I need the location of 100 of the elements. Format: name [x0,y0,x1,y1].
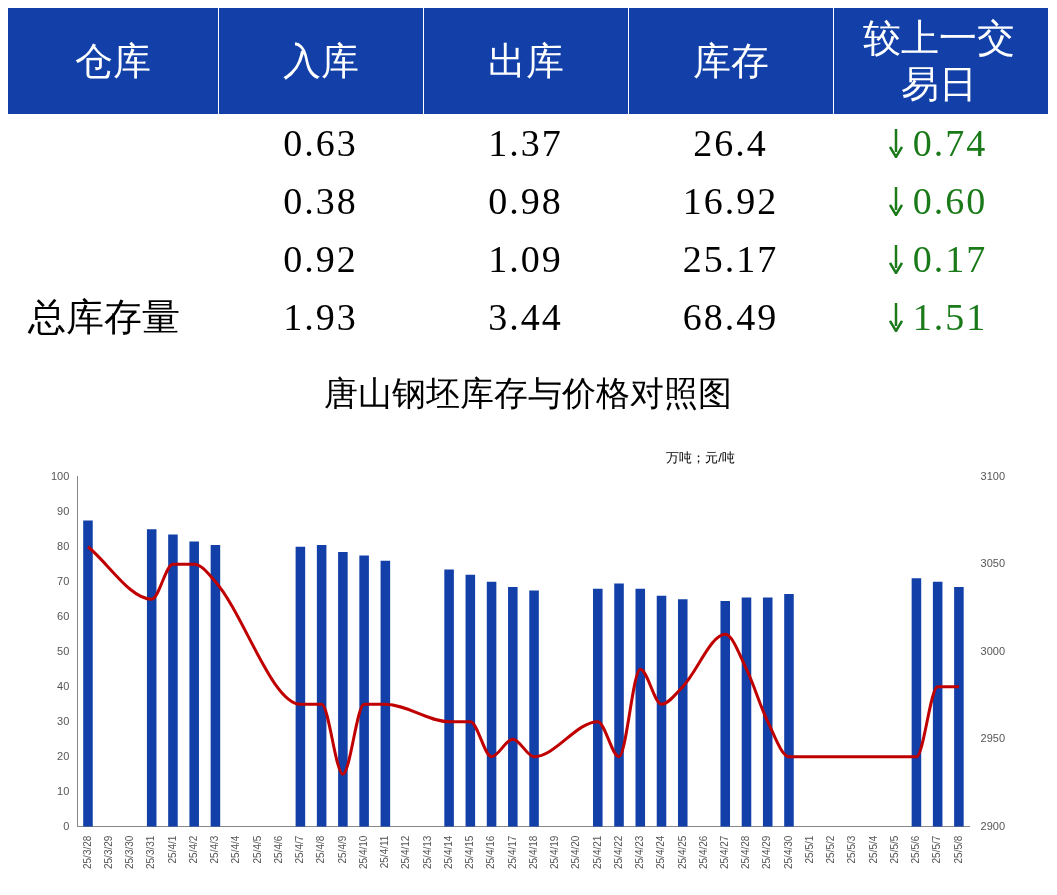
x-tick-label: 25/5/4 [867,835,879,864]
x-tick-label: 25/5/5 [888,835,900,864]
bar [465,574,476,827]
bar [784,594,794,827]
x-tick-label: 25/4/7 [294,835,306,864]
bar [380,560,391,827]
bar [444,569,454,827]
x-tick-label: 25/5/6 [910,835,922,864]
x-tick-label: 25/4/12 [400,835,412,870]
text: 26.4 [693,122,768,164]
x-tick-label: 25/4/18 [527,835,539,870]
text: 0.92 [283,238,358,280]
y-tick-label: 70 [57,574,70,587]
x-tick-label: 25/4/11 [379,835,391,869]
y-tick-label: 90 [57,504,70,517]
bar [338,552,348,827]
x-tick-label: 25/5/7 [931,835,943,864]
x-tick-label: 25/3/31 [145,835,157,870]
text: 1.51 [912,296,988,338]
x-tick-label: 25/4/29 [761,835,773,870]
text: 16.92 [682,180,779,222]
x-tick-label: 25/3/29 [102,835,114,870]
bar [486,581,497,827]
bar [614,583,624,827]
text: 0.98 [488,180,563,222]
line-series [86,545,961,776]
bar [359,555,369,827]
text: 68.49 [682,296,779,338]
y-tick-label: 80 [57,539,70,552]
bar [656,595,667,827]
bar [168,534,178,827]
y-tick-label: 30 [57,714,70,727]
x-tick-label: 25/4/24 [655,835,667,870]
x-tick-label: 25/4/23 [634,835,646,870]
x-tick-label: 25/4/26 [697,835,709,870]
bar [720,600,731,827]
bar [677,599,688,827]
y2-tick-label: 3000 [980,644,1006,657]
bar [316,545,327,827]
y2-tick-label: 2900 [980,819,1006,832]
text: 3.44 [488,296,563,338]
text: 0.17 [912,238,988,280]
text: 0.60 [912,180,988,222]
y2-tick-label: 2950 [980,732,1006,745]
text: 1.37 [488,122,563,164]
y2-tick-label: 3100 [980,469,1006,482]
y-tick-label: 20 [57,749,70,762]
x-tick-label: 25/3/28 [81,835,93,870]
y-tick-label: 50 [57,644,70,657]
y2-tick-label: 3050 [980,557,1006,570]
x-tick-label: 25/4/5 [251,835,263,864]
text: 1.93 [283,296,358,338]
y-tick-label: 0 [63,819,70,832]
x-tick-label: 25/4/30 [782,835,794,870]
x-tick-label: 25/5/2 [825,835,837,864]
text: 25.17 [682,238,779,280]
y-tick-label: 100 [50,469,70,482]
x-tick-label: 25/4/25 [676,835,688,870]
bar [146,529,157,827]
bar [529,590,539,827]
text: 0.38 [283,180,358,222]
x-tick-label: 25/4/20 [570,835,582,870]
bar [635,588,646,827]
x-tick-label: 25/4/14 [442,835,454,870]
x-tick-label: 25/3/30 [124,835,136,870]
text: 1.09 [488,238,563,280]
category-label: 较上一交易日 [861,16,1016,107]
category-label: 出库 [488,39,564,84]
x-tick-label: 25/5/1 [803,835,815,864]
bar [593,588,603,827]
x-tick-label: 25/4/4 [230,835,242,864]
category-label: 入库 [283,39,359,84]
text: 0.74 [912,122,988,164]
x-tick-label: 25/4/21 [591,835,603,870]
category-label: 总库存量 [28,295,180,338]
x-tick-label: 25/4/1 [166,835,178,864]
bar [508,587,518,827]
x-tick-label: 25/4/8 [315,835,327,864]
bar [954,587,964,827]
bar [210,545,221,827]
x-tick-label: 25/4/22 [612,835,624,870]
x-tick-label: 25/4/6 [272,835,284,864]
category-label: 库存 [693,39,769,84]
y-tick-label: 10 [57,784,70,797]
bar [932,581,943,827]
x-tick-label: 25/5/3 [846,835,858,864]
x-tick-label: 25/4/2 [187,835,199,864]
bar [911,578,922,827]
x-tick-label: 25/4/17 [506,835,518,870]
text: 0.63 [283,122,358,164]
x-tick-label: 25/4/3 [209,835,221,864]
x-tick-label: 25/5/8 [952,835,964,864]
text: 万吨；元/吨 [666,449,735,465]
x-tick-label: 25/4/27 [718,835,730,870]
x-tick-label: 25/4/15 [464,835,476,870]
y-tick-label: 60 [57,609,70,622]
x-tick-label: 25/4/13 [421,835,433,870]
x-tick-label: 25/4/28 [740,835,752,870]
chart-title: 唐山钢坯库存与价格对照图 [324,375,732,413]
x-tick-label: 25/4/19 [549,835,561,870]
